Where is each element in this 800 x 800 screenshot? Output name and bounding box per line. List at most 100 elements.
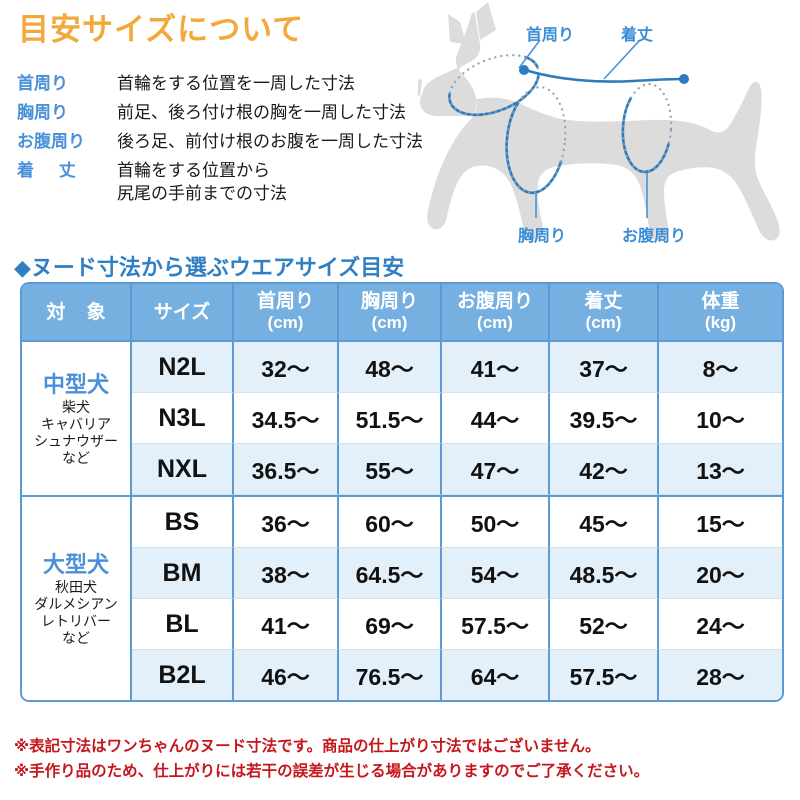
cell-neck: 36.5～ <box>234 444 339 495</box>
length-start-dot <box>519 65 529 75</box>
cell-belly: 47～ <box>442 444 550 495</box>
th-chest-unit: (cm) <box>371 313 408 332</box>
th-weight-unit: (kg) <box>704 313 737 332</box>
definition-term-chest: 胸周り <box>17 103 68 122</box>
cell-chest: 60～ <box>339 495 442 548</box>
cell-size: N2L <box>132 342 234 393</box>
cell-length: 52～ <box>550 599 659 650</box>
definition-row: 胸周り 前足、後ろ付け根の胸を一周した寸法 <box>17 101 487 124</box>
note-1: ※表記寸法はワンちゃんのヌード寸法です。商品の仕上がり寸法ではございません。 <box>14 738 601 755</box>
th-neck: 首周り (cm) <box>234 284 339 342</box>
diagram-label-belly: お腹周り <box>622 228 687 245</box>
back-length-line <box>519 65 689 84</box>
th-belly-unit: (cm) <box>477 313 513 332</box>
cell-belly: 44～ <box>442 393 550 444</box>
definition-row: お腹周り 後ろ足、前付け根のお腹を一周した寸法 <box>17 130 487 153</box>
table-header-row: 対 象 サイズ 首周り (cm) 胸周り (cm) お腹周り (cm) 着丈 (cm) … <box>22 284 782 342</box>
definition-row: 着 丈 首輪をする位置から 尻尾の手前までの寸法 <box>17 159 487 205</box>
cell-weight: 13～ <box>659 444 782 495</box>
target-cell-medium: 中型犬 柴犬 キャバリア シュナウザー など <box>22 342 132 495</box>
table-row: 中型犬 柴犬 キャバリア シュナウザー など N2L 32～ 48～ 41～ 3… <box>22 342 782 495</box>
th-weight-label: 体重 <box>701 291 740 312</box>
target-sub-medium-2: キャバリア <box>41 415 111 432</box>
cell-size: B2L <box>132 650 234 700</box>
cell-chest: 48～ <box>339 342 442 393</box>
th-length-unit: (cm) <box>585 313 622 332</box>
table-row: BM 38～ 64.5～ 54～ 48.5～ 20～ <box>22 548 782 599</box>
cell-neck: 34.5～ <box>234 393 339 444</box>
dog-silhouette-shape <box>418 2 780 242</box>
cell-length: 48.5～ <box>550 548 659 599</box>
cell-size: BS <box>132 495 234 548</box>
table-row: 大型犬 秋田犬 ダルメシアン レトリバー など BS 36～ 60～ 50～ 4… <box>22 495 782 700</box>
cell-size: BL <box>132 599 234 650</box>
cell-length: 37～ <box>550 342 659 393</box>
length-end-dot <box>679 74 689 84</box>
cell-weight: 28～ <box>659 650 782 700</box>
cell-chest: 64.5～ <box>339 548 442 599</box>
definition-desc-chest: 前足、後ろ付け根の胸を一周した寸法 <box>117 103 406 122</box>
cell-chest: 55～ <box>339 444 442 495</box>
target-sub-medium-4: など <box>62 449 90 466</box>
target-sub-large-1: 秋田犬 <box>55 578 97 595</box>
th-chest: 胸周り (cm) <box>339 284 442 342</box>
cell-chest: 69～ <box>339 599 442 650</box>
size-table: 対 象 サイズ 首周り (cm) 胸周り (cm) お腹周り (cm) 着丈 (cm) … <box>20 282 784 702</box>
neck-measurement-ellipse <box>448 53 540 117</box>
th-weight: 体重 (kg) <box>659 284 782 342</box>
cell-size: NXL <box>132 444 234 495</box>
cell-belly: 50～ <box>442 495 550 548</box>
target-sub-large-4: など <box>62 629 90 646</box>
diagram-label-neck: 首周り <box>526 27 575 44</box>
cell-weight: 10～ <box>659 393 782 444</box>
table-row: BL 41～ 69～ 57.5～ 52～ 24～ <box>22 599 782 650</box>
neck-leader-line <box>518 39 541 69</box>
cell-size: N3L <box>132 393 234 444</box>
th-size-label: サイズ <box>153 301 211 323</box>
table-row: B2L 46～ 76.5～ 64～ 57.5～ 28～ <box>22 650 782 700</box>
th-belly-label: お腹周り <box>456 291 533 312</box>
cell-length: 45～ <box>550 495 659 548</box>
definition-term-belly: お腹周り <box>17 132 85 151</box>
cell-size: BM <box>132 548 234 599</box>
cell-length: 42～ <box>550 444 659 495</box>
definition-term-neck: 首周り <box>17 74 68 93</box>
cell-weight: 24～ <box>659 599 782 650</box>
target-sub-medium-1: 柴犬 <box>62 398 90 415</box>
cell-chest: 76.5～ <box>339 650 442 700</box>
th-length-label: 着丈 <box>584 291 623 312</box>
cell-neck: 36～ <box>234 495 339 548</box>
target-main-large: 大型犬 <box>42 551 109 577</box>
target-main-medium: 中型犬 <box>42 371 109 397</box>
definition-desc-neck: 首輪をする位置を一周した寸法 <box>117 74 355 93</box>
cell-belly: 64～ <box>442 650 550 700</box>
belly-measurement-ellipse <box>621 82 673 174</box>
th-chest-label: 胸周り <box>360 291 418 312</box>
length-leader-line <box>603 39 641 80</box>
target-sub-large-3: レトリバー <box>41 612 111 629</box>
th-belly: お腹周り (cm) <box>442 284 550 342</box>
cell-weight: 8～ <box>659 342 782 393</box>
dog-measurement-diagram: 首周り 着丈 胸周り お腹周り <box>418 0 800 250</box>
note-2: ※手作り品のため、仕上がりには若干の誤差が生じる場合がありますのでご了承ください… <box>14 763 650 780</box>
cell-chest: 51.5～ <box>339 393 442 444</box>
cell-length: 57.5～ <box>550 650 659 700</box>
definition-desc-length-line2: 尻尾の手前までの寸法 <box>117 184 287 203</box>
chest-measurement-ellipse <box>505 85 567 195</box>
measurement-definitions: 首周り 首輪をする位置を一周した寸法 胸周り 前足、後ろ付け根の胸を一周した寸法… <box>17 72 487 211</box>
th-length: 着丈 (cm) <box>550 284 659 342</box>
diagram-label-length: 着丈 <box>621 27 654 44</box>
footer-notes: ※表記寸法はワンちゃんのヌード寸法です。商品の仕上がり寸法ではございません。 ※… <box>14 734 794 784</box>
target-cell-large: 大型犬 秋田犬 ダルメシアン レトリバー など <box>22 495 132 700</box>
th-neck-unit: (cm) <box>267 313 304 332</box>
th-target-label: 対 象 <box>46 301 114 323</box>
definition-desc-length: 首輪をする位置から 尻尾の手前までの寸法 <box>117 159 287 205</box>
cell-belly: 57.5～ <box>442 599 550 650</box>
th-target: 対 象 <box>22 284 132 342</box>
target-sub-large-2: ダルメシアン <box>34 595 118 612</box>
definition-desc-length-line1: 首輪をする位置から <box>117 161 270 180</box>
cell-neck: 32～ <box>234 342 339 393</box>
definition-term-length: 着 丈 <box>17 161 86 180</box>
definition-row: 首周り 首輪をする位置を一周した寸法 <box>17 72 487 95</box>
diagram-label-chest: 胸周り <box>518 228 567 245</box>
